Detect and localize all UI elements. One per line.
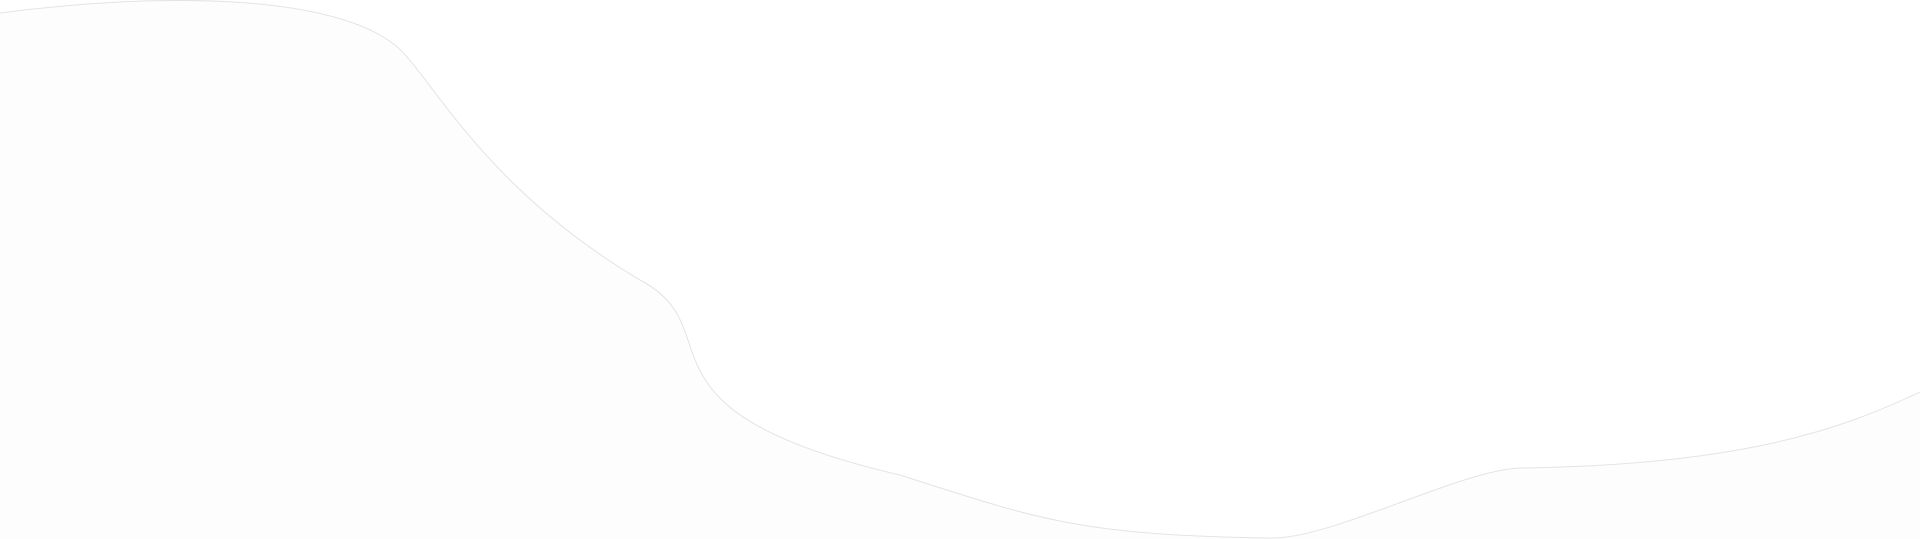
wave-outline [0,0,1920,539]
decorative-background [0,0,1920,539]
wave-shape-svg [0,0,1920,539]
wave-shape-fill [0,0,1920,539]
